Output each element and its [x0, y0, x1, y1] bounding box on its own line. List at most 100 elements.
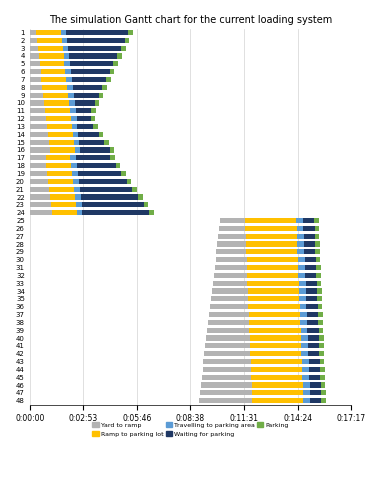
- Bar: [77, 210, 82, 215]
- Bar: [115, 163, 120, 168]
- Bar: [30, 163, 46, 168]
- Bar: [69, 54, 117, 59]
- Bar: [121, 46, 126, 51]
- Bar: [309, 359, 320, 364]
- Bar: [80, 194, 138, 200]
- Bar: [70, 156, 76, 160]
- Bar: [301, 336, 308, 340]
- Bar: [317, 280, 321, 285]
- Bar: [304, 257, 316, 262]
- Bar: [30, 69, 40, 74]
- Bar: [44, 100, 69, 105]
- Bar: [245, 218, 296, 223]
- Bar: [102, 85, 107, 90]
- Legend: Yard to ramp, Ramp to parking lot, Travelling to parking area, Waiting for parki: Yard to ramp, Ramp to parking lot, Trave…: [90, 420, 291, 439]
- Bar: [30, 124, 47, 129]
- Bar: [52, 210, 77, 215]
- Bar: [71, 116, 77, 121]
- Bar: [250, 336, 301, 340]
- Bar: [203, 359, 251, 364]
- Bar: [203, 367, 251, 372]
- Bar: [316, 257, 320, 262]
- Bar: [39, 54, 64, 59]
- Bar: [303, 374, 309, 380]
- Bar: [252, 398, 303, 404]
- Bar: [68, 92, 74, 98]
- Bar: [71, 69, 110, 74]
- Bar: [207, 328, 249, 332]
- Bar: [74, 140, 79, 144]
- Bar: [309, 374, 320, 380]
- Bar: [91, 108, 96, 114]
- Bar: [30, 171, 47, 176]
- Bar: [125, 38, 129, 43]
- Bar: [218, 242, 246, 246]
- Bar: [75, 194, 80, 200]
- Bar: [72, 77, 106, 82]
- Bar: [72, 124, 77, 129]
- Bar: [30, 148, 50, 152]
- Bar: [30, 140, 49, 144]
- Bar: [127, 179, 131, 184]
- Bar: [68, 46, 121, 51]
- Bar: [69, 100, 75, 105]
- Bar: [30, 85, 42, 90]
- Bar: [200, 390, 252, 396]
- Bar: [199, 398, 252, 404]
- Bar: [251, 359, 302, 364]
- Bar: [30, 62, 40, 66]
- Bar: [75, 100, 95, 105]
- Bar: [216, 250, 246, 254]
- Bar: [76, 202, 82, 207]
- Bar: [249, 312, 300, 317]
- Bar: [249, 328, 301, 332]
- Bar: [66, 77, 72, 82]
- Bar: [299, 296, 306, 302]
- Bar: [209, 312, 249, 317]
- Bar: [138, 194, 142, 200]
- Bar: [51, 202, 76, 207]
- Bar: [95, 100, 99, 105]
- Bar: [70, 62, 114, 66]
- Bar: [300, 320, 307, 325]
- Bar: [306, 288, 317, 294]
- Bar: [30, 210, 52, 215]
- Bar: [250, 344, 301, 348]
- Bar: [219, 226, 245, 231]
- Bar: [320, 367, 325, 372]
- Bar: [76, 156, 110, 160]
- Bar: [30, 30, 36, 35]
- Bar: [128, 30, 133, 35]
- Bar: [30, 77, 42, 82]
- Bar: [309, 367, 320, 372]
- Bar: [302, 359, 309, 364]
- Bar: [301, 344, 308, 348]
- Bar: [304, 234, 315, 238]
- Bar: [201, 382, 251, 388]
- Bar: [316, 265, 321, 270]
- Bar: [251, 382, 303, 388]
- Bar: [204, 351, 250, 356]
- Bar: [47, 171, 72, 176]
- Bar: [78, 171, 121, 176]
- Bar: [296, 218, 303, 223]
- Bar: [70, 108, 75, 114]
- Bar: [248, 296, 299, 302]
- Bar: [212, 288, 248, 294]
- Bar: [30, 38, 37, 43]
- Bar: [250, 351, 301, 356]
- Bar: [299, 288, 306, 294]
- Bar: [46, 163, 71, 168]
- Bar: [248, 288, 299, 294]
- Bar: [50, 148, 75, 152]
- Bar: [301, 351, 308, 356]
- Bar: [106, 77, 110, 82]
- Bar: [314, 226, 319, 231]
- Bar: [30, 108, 45, 114]
- Bar: [316, 273, 321, 278]
- Bar: [67, 38, 125, 43]
- Bar: [48, 132, 73, 137]
- Bar: [77, 124, 93, 129]
- Bar: [320, 351, 324, 356]
- Bar: [104, 140, 109, 144]
